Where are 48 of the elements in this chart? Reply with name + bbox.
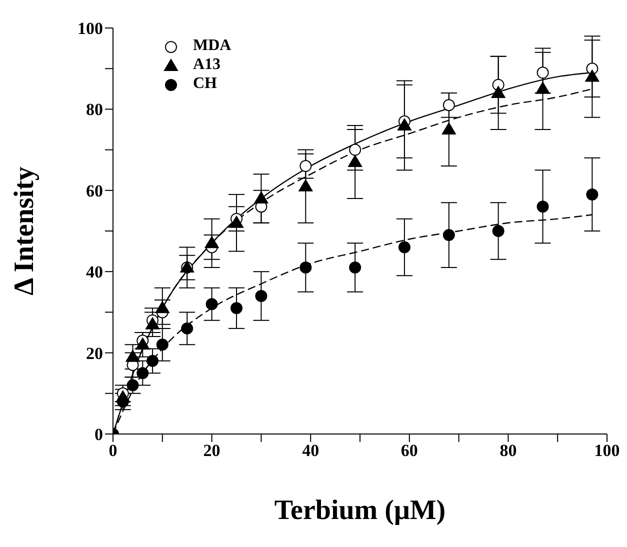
- point: [255, 290, 268, 302]
- legend-label: A13: [193, 56, 221, 74]
- point: [349, 144, 362, 156]
- point: [585, 70, 600, 82]
- point: [536, 200, 549, 213]
- point: [155, 301, 170, 314]
- point: [230, 216, 244, 228]
- point: [398, 241, 410, 254]
- point: [586, 188, 598, 200]
- point: [349, 262, 362, 274]
- point: [300, 262, 312, 274]
- point: [204, 236, 219, 248]
- point: [397, 118, 412, 130]
- point: [298, 179, 313, 192]
- point: [230, 302, 242, 314]
- point: [442, 229, 455, 242]
- point: [348, 154, 362, 167]
- x-tick-label: 80: [500, 441, 517, 460]
- x-tick-label: 20: [203, 441, 220, 460]
- point: [206, 298, 218, 310]
- x-tick-label: 40: [302, 441, 320, 460]
- y-tick-label: 80: [86, 100, 103, 120]
- legend-label: MDA: [193, 36, 232, 54]
- legend-label: CH: [193, 74, 217, 92]
- point: [126, 350, 140, 362]
- y-tick-label: 0: [94, 425, 103, 444]
- y-axis-title: Δ Intensity: [8, 166, 40, 296]
- x-tick-label: 60: [400, 441, 418, 460]
- point: [136, 367, 149, 380]
- point: [254, 192, 268, 204]
- y-tick-label: 20: [86, 344, 103, 363]
- y-tick-label: 40: [86, 262, 103, 282]
- y-tick-label: 100: [78, 19, 103, 38]
- point: [442, 99, 455, 112]
- x-axis-title: Terbium (μM): [274, 495, 446, 526]
- x-tick-label: 100: [594, 441, 620, 460]
- point: [536, 66, 549, 79]
- point: [146, 354, 159, 367]
- point: [536, 82, 550, 94]
- x-tick-label: 0: [108, 441, 118, 460]
- point: [492, 225, 504, 237]
- point: [146, 317, 160, 330]
- point: [300, 160, 312, 172]
- point: [491, 86, 506, 98]
- point: [156, 338, 168, 351]
- point: [181, 322, 194, 334]
- y-tick-label: 60: [86, 181, 103, 200]
- point: [442, 122, 456, 134]
